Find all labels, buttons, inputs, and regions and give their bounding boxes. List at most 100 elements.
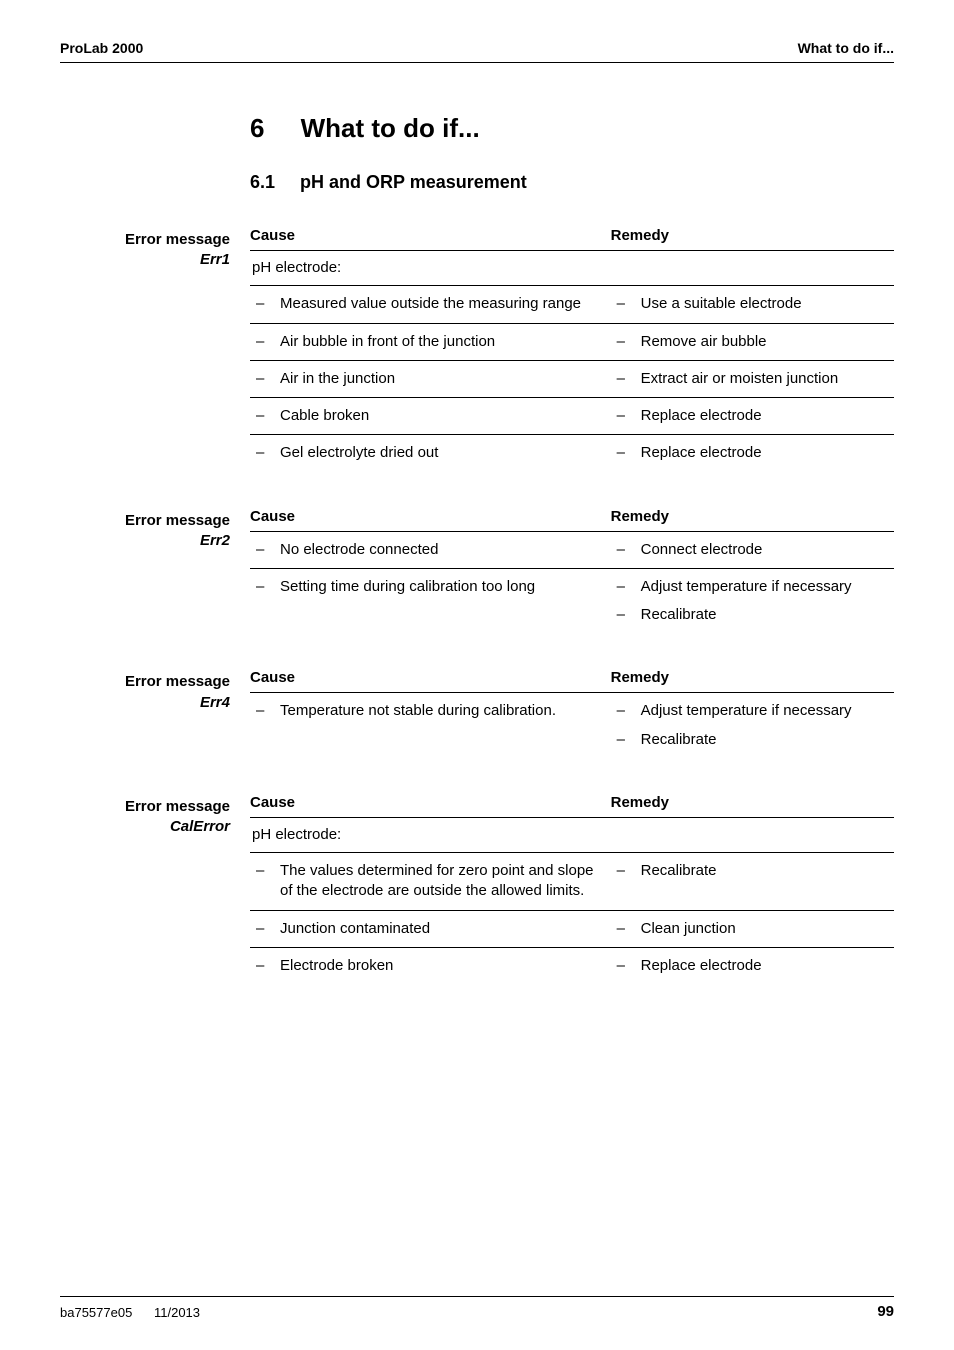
dash-icon: – (250, 861, 280, 881)
page-number: 99 (877, 1303, 894, 1320)
col-cause: Cause (250, 508, 611, 525)
dash-icon: – (611, 919, 641, 939)
footer-left: ba75577e05 11/2013 (60, 1305, 200, 1320)
remedy-text: Connect electrode (641, 540, 894, 560)
dash-icon: – (250, 577, 280, 597)
col-cause: Cause (250, 669, 611, 686)
dash-icon: – (611, 730, 641, 750)
table-row: –Measured value outside the measuring ra… (250, 286, 894, 323)
col-remedy: Remedy (611, 669, 894, 686)
section-text: pH and ORP measurement (300, 172, 527, 192)
chapter-num: 6 (250, 113, 264, 143)
remedy-text: Remove air bubble (641, 332, 894, 352)
dash-icon: – (250, 919, 280, 939)
cause-text: Gel electrolyte dried out (280, 443, 599, 463)
col-cause: Cause (250, 227, 611, 244)
dash-icon: – (250, 294, 280, 314)
table-row: –The values determined for zero point an… (250, 853, 894, 911)
dash-icon: – (611, 332, 641, 352)
table-row: –Electrode broken –Replace electrode (250, 948, 894, 984)
dash-icon: – (611, 861, 641, 881)
table-row: –Gel electrolyte dried out –Replace elec… (250, 435, 894, 471)
cause-text: Air bubble in front of the junction (280, 332, 599, 352)
side-label-line2: Err1 (60, 250, 230, 270)
table-row: –Junction contaminated –Clean junction (250, 911, 894, 948)
table-head: Cause Remedy (250, 669, 894, 693)
table-head: Cause Remedy (250, 227, 894, 251)
cause-text: Temperature not stable during calibratio… (280, 701, 599, 721)
chapter-title: 6 What to do if... (250, 113, 894, 144)
dash-icon: – (250, 956, 280, 976)
remedy-text: Replace electrode (641, 956, 894, 976)
dash-icon: – (250, 540, 280, 560)
dash-icon: – (250, 369, 280, 389)
remedy-text: Recalibrate (641, 605, 894, 625)
side-label-err4: Error message Err4 (60, 672, 250, 713)
table-row: –Cable broken –Replace electrode (250, 398, 894, 435)
remedy-text: Recalibrate (641, 730, 894, 750)
col-cause: Cause (250, 794, 611, 811)
dash-icon: – (250, 701, 280, 721)
table-block-err2: Error message Err2 Cause Remedy –No elec… (60, 508, 894, 634)
side-label-line1: Error message (60, 797, 230, 817)
table-err4: Cause Remedy –Temperature not stable dur… (250, 669, 894, 758)
col-remedy: Remedy (611, 794, 894, 811)
footer-date: 11/2013 (154, 1305, 200, 1320)
table-head: Cause Remedy (250, 794, 894, 818)
page-header: ProLab 2000 What to do if... (60, 40, 894, 63)
cause-text: Electrode broken (280, 956, 599, 976)
col-remedy: Remedy (611, 227, 894, 244)
cause-text: Air in the junction (280, 369, 599, 389)
header-right: What to do if... (798, 40, 894, 56)
side-label-line1: Error message (60, 230, 230, 250)
table-row: –Air in the junction –Extract air or moi… (250, 361, 894, 398)
table-head: Cause Remedy (250, 508, 894, 532)
cause-text: Measured value outside the measuring ran… (280, 294, 599, 314)
dash-icon: – (611, 406, 641, 426)
table-err1: Cause Remedy pH electrode: –Measured val… (250, 227, 894, 472)
table-subhead: pH electrode: (250, 251, 894, 286)
dash-icon: – (611, 701, 641, 721)
chapter-text: What to do if... (301, 113, 480, 143)
remedy-text: Replace electrode (641, 406, 894, 426)
table-subhead: pH electrode: (250, 818, 894, 853)
table-row: –No electrode connected –Connect electro… (250, 532, 894, 569)
remedy-text: Clean junction (641, 919, 894, 939)
subhead-text: pH electrode: (250, 258, 611, 278)
col-remedy: Remedy (611, 508, 894, 525)
side-label-err2: Error message Err2 (60, 511, 250, 552)
dash-icon: – (611, 369, 641, 389)
cause-text: The values determined for zero point and… (280, 861, 599, 902)
table-block-calerror: Error message CalError Cause Remedy pH e… (60, 794, 894, 984)
remedy-text: Use a suitable electrode (641, 294, 894, 314)
side-label-err1: Error message Err1 (60, 230, 250, 271)
section-num: 6.1 (250, 172, 275, 192)
side-label-line1: Error message (60, 511, 230, 531)
table-row: –Setting time during calibration too lon… (250, 569, 894, 634)
page-footer: ba75577e05 11/2013 99 (60, 1296, 894, 1320)
table-row: –Air bubble in front of the junction –Re… (250, 324, 894, 361)
cause-text: Junction contaminated (280, 919, 599, 939)
side-label-line2: Err2 (60, 531, 230, 551)
dash-icon: – (611, 294, 641, 314)
table-err2: Cause Remedy –No electrode connected –Co… (250, 508, 894, 634)
table-block-err4: Error message Err4 Cause Remedy –Tempera… (60, 669, 894, 758)
remedy-text: Adjust temperature if necessary (641, 577, 894, 597)
footer-docid: ba75577e05 (60, 1305, 132, 1320)
cause-text: No electrode connected (280, 540, 599, 560)
side-label-line1: Error message (60, 672, 230, 692)
side-label-line2: CalError (60, 817, 230, 837)
table-row: –Temperature not stable during calibrati… (250, 693, 894, 758)
dash-icon: – (611, 540, 641, 560)
dash-icon: – (611, 443, 641, 463)
dash-icon: – (611, 605, 641, 625)
remedy-text: Recalibrate (641, 861, 894, 881)
side-label-calerror: Error message CalError (60, 797, 250, 838)
cause-text: Setting time during calibration too long (280, 577, 599, 597)
cause-text: Cable broken (280, 406, 599, 426)
remedy-text: Extract air or moisten junction (641, 369, 894, 389)
dash-icon: – (250, 443, 280, 463)
dash-icon: – (250, 332, 280, 352)
remedy-text: Adjust temperature if necessary (641, 701, 894, 721)
remedy-text: Replace electrode (641, 443, 894, 463)
